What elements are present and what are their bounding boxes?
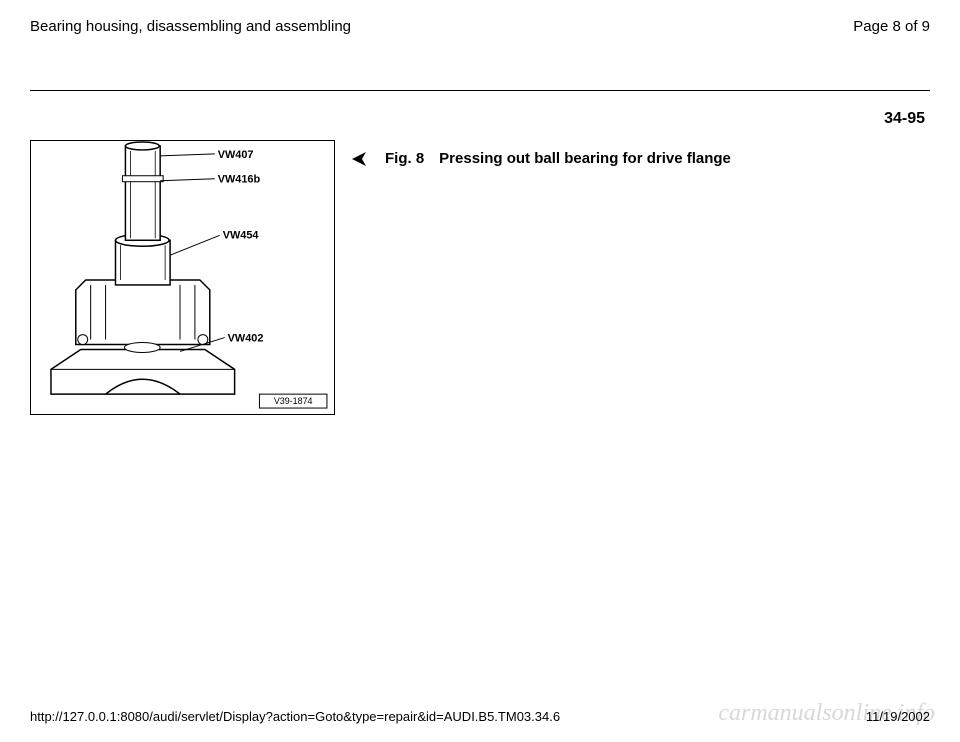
- footer-url: http://127.0.0.1:8080/audi/servlet/Displ…: [30, 709, 560, 724]
- text-column: Fig. 8 Pressing out ball bearing for dri…: [385, 140, 930, 415]
- figure-diagram: VW407 VW416b VW454 VW402 V39-1874: [30, 140, 335, 415]
- figure-caption-text: Pressing out ball bearing for drive flan…: [439, 150, 731, 167]
- page-header: Bearing housing, disassembling and assem…: [30, 18, 930, 35]
- technical-diagram: VW407 VW416b VW454 VW402 V39-1874: [31, 141, 334, 414]
- header-title: Bearing housing, disassembling and assem…: [30, 18, 351, 35]
- footer-date: 11/19/2002: [866, 709, 930, 724]
- pointer-marker-icon: [350, 140, 370, 415]
- header-page-info: Page 8 of 9: [853, 18, 930, 35]
- content-area: VW407 VW416b VW454 VW402 V39-1874 Fig. 8…: [30, 140, 930, 415]
- callout-vw454: VW454: [223, 229, 259, 241]
- section-number: 34-95: [884, 110, 925, 128]
- header-rule: [30, 90, 930, 91]
- callout-vw402: VW402: [228, 333, 264, 345]
- callout-vw407: VW407: [218, 149, 254, 161]
- figure-caption: Fig. 8 Pressing out ball bearing for dri…: [385, 150, 930, 167]
- callout-vw416b: VW416b: [218, 174, 261, 186]
- page-footer: http://127.0.0.1:8080/audi/servlet/Displ…: [30, 709, 930, 724]
- figure-label: Fig. 8: [385, 150, 424, 167]
- figure-ref-number: V39-1874: [274, 396, 313, 406]
